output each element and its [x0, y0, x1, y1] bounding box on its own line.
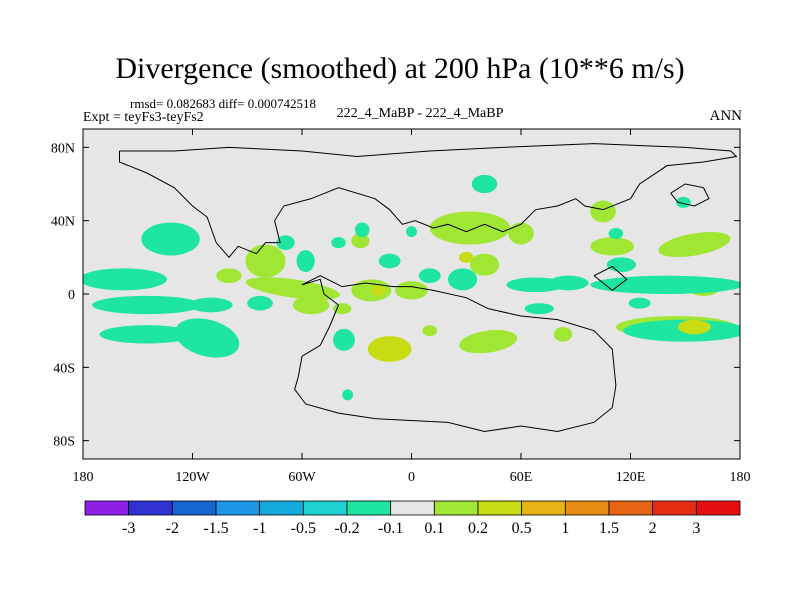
colorbar-swatch: [521, 500, 566, 516]
colorbar-swatch: [215, 500, 261, 516]
divergence-field: [83, 174, 740, 401]
divergence-positive-region: [469, 253, 500, 276]
divergence-positive-region: [553, 327, 573, 342]
divergence-positive-region: [590, 237, 635, 256]
stats-label: rmsd= 0.082683 diff= 0.000742518: [130, 96, 316, 111]
divergence-positive-region: [459, 330, 518, 354]
colorbar-label: 2: [649, 520, 657, 537]
chart-title: Divergence (smoothed) at 200 hPa (10**6 …: [115, 52, 685, 85]
colorbar-swatch: [346, 500, 392, 516]
divergence-negative-region: [83, 268, 167, 291]
divergence-positive-region: [395, 281, 428, 300]
colorbar-swatch: [564, 500, 610, 516]
divergence-negative-region: [606, 257, 636, 272]
divergence-negative-region: [141, 222, 200, 256]
y-tick-label: 80N: [51, 141, 75, 156]
divergence-negative-region: [175, 318, 240, 358]
divergence-positive-region: [508, 222, 534, 245]
divergence-negative-region: [548, 275, 589, 291]
colorbar-swatch: [84, 500, 130, 516]
colorbar-swatch: [477, 500, 523, 516]
divergence-negative-region: [406, 226, 417, 238]
colorbar-swatch: [259, 500, 304, 516]
divergence-negative-region: [99, 325, 195, 344]
divergence-negative-region: [590, 275, 740, 294]
divergence-negative-region: [448, 268, 478, 291]
y-tick-label: 40N: [51, 215, 75, 230]
divergence-negative-region: [471, 174, 498, 194]
y-tick-label: 40S: [53, 361, 75, 376]
coastline-island-central: [593, 265, 628, 291]
colorbar-label: 1: [561, 520, 569, 537]
colorbar-swatch: [390, 500, 435, 516]
coastlines: [119, 143, 738, 433]
experiment-label: Expt = teyFs3-teyFs2: [83, 110, 204, 125]
x-tick-label: 60E: [510, 470, 533, 485]
divergence-positive-region: [245, 244, 286, 278]
colorbar-label: 0.2: [468, 520, 488, 537]
colorbar-swatch: [302, 500, 348, 516]
divergence-positive-region: [422, 325, 438, 337]
divergence-negative-region: [342, 389, 354, 401]
colorbar-label: 0.1: [424, 520, 444, 537]
colorbar-swatch: [695, 500, 741, 516]
colorbar-label: -3: [122, 520, 135, 537]
season-label: ANN: [709, 108, 743, 124]
map-axes: 180 120W 60W 0 60E 120E 180 80N 40N 0 40S 80S: [51, 129, 751, 485]
colorbar-label: -0.2: [334, 520, 359, 537]
divergence-positive-region: [245, 277, 340, 300]
divergence-positive-region: [458, 251, 474, 263]
divergence-negative-region: [331, 237, 346, 249]
colorbar-label: -2: [166, 520, 179, 537]
divergence-positive-region: [292, 295, 330, 315]
divergence-negative-region: [276, 235, 295, 251]
colorbar-label: -1.5: [203, 520, 228, 537]
divergence-negative-region: [296, 250, 315, 272]
divergence-positive-region: [658, 231, 731, 258]
x-tick-label: 180: [73, 470, 94, 485]
y-tick-label: 80S: [53, 435, 75, 450]
divergence-negative-region: [378, 253, 401, 269]
divergence-positive-region: [677, 319, 711, 335]
x-tick-label: 120E: [616, 470, 646, 485]
x-tick-label: 60W: [288, 470, 316, 485]
divergence-positive-region: [429, 211, 511, 245]
divergence-negative-region: [92, 295, 202, 315]
colorbar-label: -0.1: [378, 520, 403, 537]
divergence-positive-region: [590, 200, 616, 223]
x-tick-label: 120W: [175, 470, 210, 485]
divergence-positive-region: [367, 336, 412, 362]
colorbar-label: 0.5: [512, 520, 532, 537]
colorbar-swatch: [608, 500, 654, 516]
divergence-negative-region: [354, 222, 370, 238]
case-label: 222_4_MaBP - 222_4_MaBP: [336, 106, 504, 121]
x-tick-label: 180: [730, 470, 751, 485]
divergence-negative-region: [628, 297, 651, 309]
divergence-positive-region: [371, 284, 386, 296]
coastline-southern-continent: [294, 275, 617, 433]
colorbar-label: 1.5: [599, 520, 619, 537]
colorbar-label: -1: [253, 520, 266, 537]
divergence-positive-region: [351, 233, 370, 249]
colorbar-swatch: [652, 500, 697, 516]
divergence-negative-region: [188, 297, 233, 313]
colorbar-swatch: [433, 500, 479, 516]
colorbar-label: -0.5: [291, 520, 316, 537]
divergence-negative-region: [418, 268, 441, 283]
divergence-negative-region: [608, 228, 624, 239]
divergence-positive-region: [216, 268, 242, 283]
divergence-negative-region: [333, 328, 355, 351]
divergence-negative-region: [247, 295, 273, 311]
colorbar: -3 -2 -1.5 -1 -0.5 -0.2 -0.1 0.1 0.2 0.5 1 1.5 2 3: [84, 500, 741, 537]
divergence-negative-region: [524, 303, 554, 315]
x-tick-label: 0: [408, 470, 415, 485]
y-tick-label: 0: [68, 288, 75, 303]
colorbar-label: 3: [692, 520, 700, 537]
divergence-negative-region: [676, 196, 691, 208]
colorbar-swatch: [128, 500, 173, 516]
colorbar-swatch: [171, 500, 217, 516]
coastline-northern-landmass: [119, 143, 738, 259]
coastline-island-pacific-east: [670, 183, 710, 207]
